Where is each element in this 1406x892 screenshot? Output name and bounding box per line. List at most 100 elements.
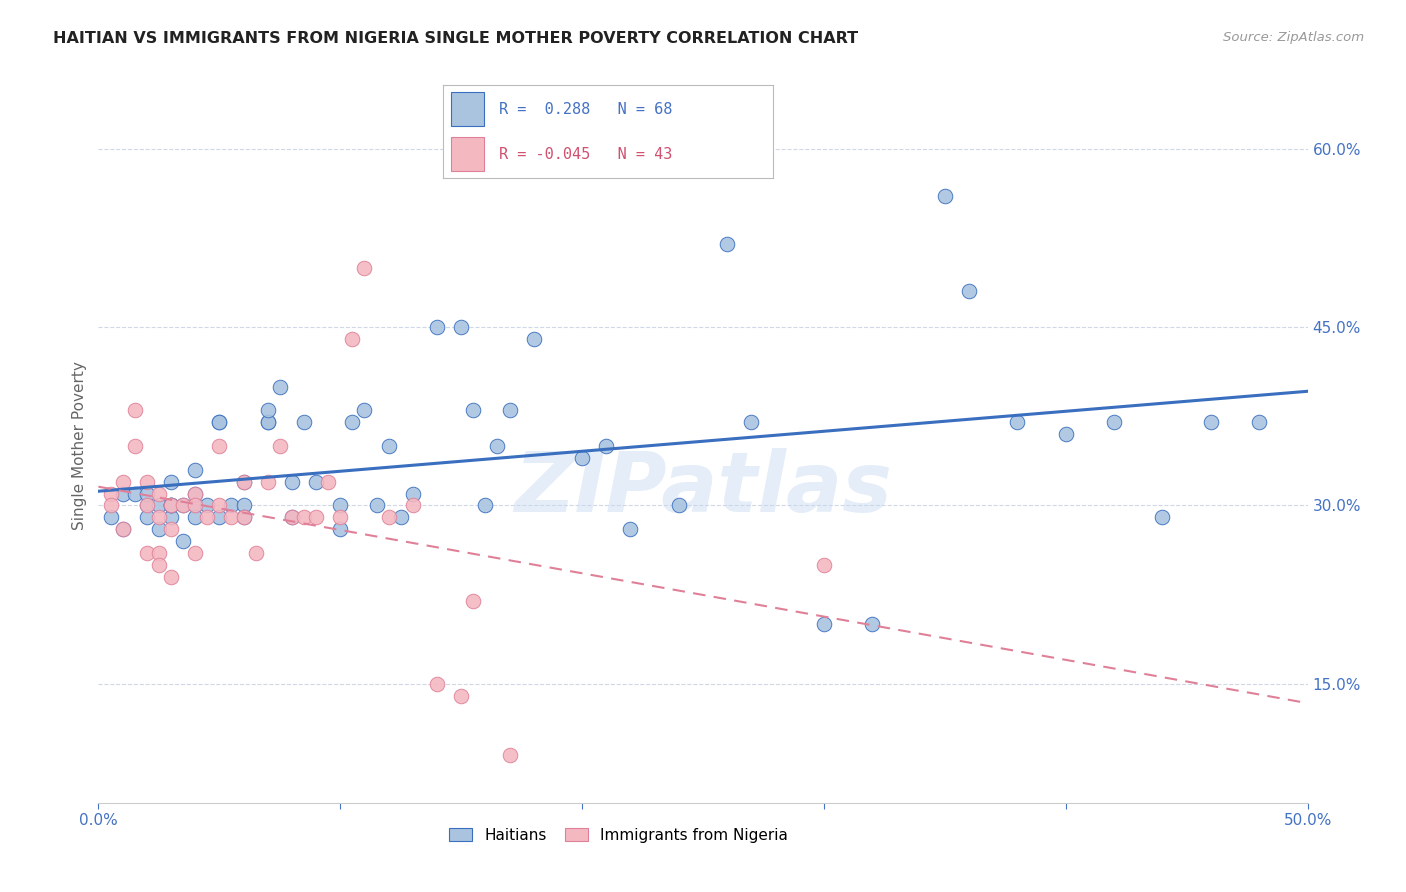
Point: [232, 475, 254, 489]
Point: [342, 415, 364, 429]
Point: [172, 499, 194, 513]
Point: [208, 439, 231, 453]
Point: [813, 617, 835, 632]
Point: [523, 332, 546, 346]
Point: [135, 499, 157, 513]
Point: [860, 617, 883, 632]
FancyBboxPatch shape: [451, 137, 484, 171]
Point: [100, 499, 122, 513]
Point: [135, 510, 157, 524]
Point: [463, 593, 485, 607]
Point: [148, 522, 170, 536]
Point: [135, 486, 157, 500]
Point: [305, 510, 328, 524]
Point: [450, 689, 472, 703]
Point: [1152, 510, 1174, 524]
Text: R =  0.288   N = 68: R = 0.288 N = 68: [499, 102, 672, 117]
Point: [389, 510, 412, 524]
Point: [160, 510, 183, 524]
Point: [148, 510, 170, 524]
Point: [353, 403, 375, 417]
Point: [269, 439, 291, 453]
Point: [148, 499, 170, 513]
Point: [160, 499, 183, 513]
Point: [148, 546, 170, 560]
Point: [172, 499, 194, 513]
Point: [160, 499, 183, 513]
Point: [281, 510, 304, 524]
Point: [184, 486, 207, 500]
Point: [716, 236, 738, 251]
Point: [135, 475, 157, 489]
Point: [184, 546, 207, 560]
Point: [486, 439, 509, 453]
Legend: Haitians, Immigrants from Nigeria: Haitians, Immigrants from Nigeria: [443, 822, 794, 848]
Point: [668, 499, 690, 513]
Point: [111, 522, 134, 536]
Point: [100, 486, 122, 500]
Text: HAITIAN VS IMMIGRANTS FROM NIGERIA SINGLE MOTHER POVERTY CORRELATION CHART: HAITIAN VS IMMIGRANTS FROM NIGERIA SINGL…: [53, 31, 859, 46]
Point: [135, 499, 157, 513]
Point: [402, 486, 425, 500]
Point: [498, 748, 520, 763]
Point: [184, 499, 207, 513]
Point: [292, 415, 315, 429]
Point: [813, 558, 835, 572]
Text: ZIPatlas: ZIPatlas: [515, 449, 891, 529]
Point: [111, 475, 134, 489]
Point: [316, 475, 339, 489]
Point: [1007, 415, 1029, 429]
Point: [221, 510, 243, 524]
Point: [208, 510, 231, 524]
Point: [195, 499, 218, 513]
Point: [135, 546, 157, 560]
Point: [342, 332, 364, 346]
Text: Source: ZipAtlas.com: Source: ZipAtlas.com: [1223, 31, 1364, 45]
Point: [172, 534, 194, 549]
Point: [232, 510, 254, 524]
Point: [124, 403, 146, 417]
Point: [232, 510, 254, 524]
Point: [426, 677, 449, 691]
Point: [329, 522, 352, 536]
Point: [160, 499, 183, 513]
Point: [571, 450, 593, 465]
Point: [160, 522, 183, 536]
Point: [934, 189, 956, 203]
Point: [305, 475, 328, 489]
Point: [148, 486, 170, 500]
Point: [111, 486, 134, 500]
Point: [269, 379, 291, 393]
Point: [329, 510, 352, 524]
Point: [256, 475, 278, 489]
Point: [124, 486, 146, 500]
Point: [450, 320, 472, 334]
Point: [1199, 415, 1222, 429]
Point: [377, 510, 399, 524]
Point: [111, 522, 134, 536]
Y-axis label: Single Mother Poverty: Single Mother Poverty: [72, 361, 87, 531]
Point: [148, 558, 170, 572]
Point: [281, 510, 304, 524]
Point: [256, 415, 278, 429]
Point: [208, 499, 231, 513]
Text: R = -0.045   N = 43: R = -0.045 N = 43: [499, 146, 672, 161]
Point: [498, 403, 520, 417]
Point: [281, 475, 304, 489]
Point: [124, 439, 146, 453]
Point: [160, 475, 183, 489]
Point: [474, 499, 496, 513]
Point: [377, 439, 399, 453]
Point: [1102, 415, 1125, 429]
Point: [208, 415, 231, 429]
Point: [256, 415, 278, 429]
Point: [232, 475, 254, 489]
Point: [426, 320, 449, 334]
FancyBboxPatch shape: [451, 92, 484, 126]
Point: [463, 403, 485, 417]
Point: [1054, 427, 1077, 442]
Point: [619, 522, 641, 536]
Point: [221, 499, 243, 513]
Point: [353, 260, 375, 275]
Point: [195, 510, 218, 524]
